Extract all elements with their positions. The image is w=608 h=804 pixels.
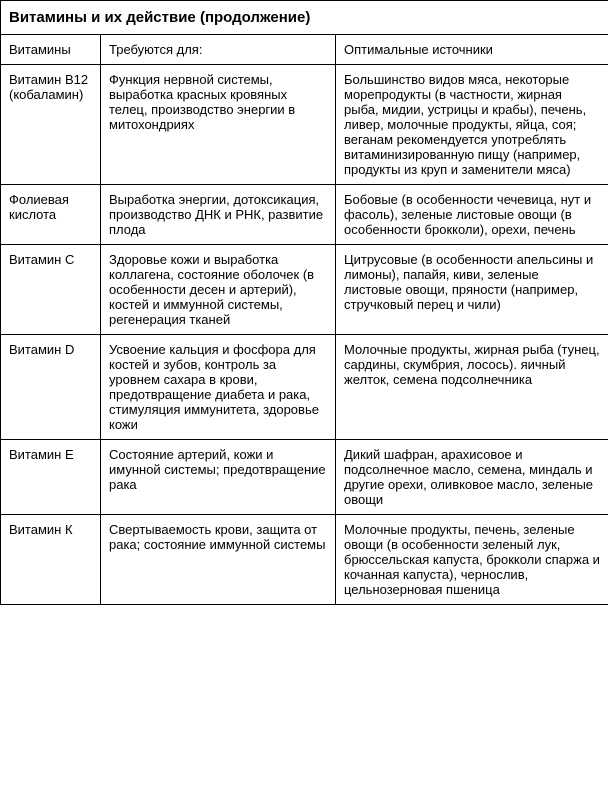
vitamin-name: Фолиевая кислота bbox=[1, 185, 101, 245]
vitamin-name: Витамин Е bbox=[1, 440, 101, 515]
vitamin-need: Состояние артерий, кожи и имунной систем… bbox=[101, 440, 336, 515]
table-row: Фолиевая кислота Выработка энергии, дото… bbox=[1, 185, 608, 245]
table-row: Витамин С Здоровье кожи и выработка колл… bbox=[1, 245, 608, 335]
vitamin-name: Витамин В12 (кобаламин) bbox=[1, 65, 101, 185]
vitamin-name: Витамин D bbox=[1, 335, 101, 440]
table-row: Витамин D Усвоение кальция и фосфора для… bbox=[1, 335, 608, 440]
table-title: Витамины и их действие (продолжение) bbox=[1, 1, 608, 35]
table-row: Витамин В12 (кобаламин) Функция нервной … bbox=[1, 65, 608, 185]
table-header-row: Витамины Требуются для: Оптимальные исто… bbox=[1, 35, 608, 65]
vitamin-source: Дикий шафран, арахисовое и подсолнечное … bbox=[336, 440, 608, 515]
vitamin-source: Молочные продукты, жирная рыба (тунец, с… bbox=[336, 335, 608, 440]
vitamin-source: Цитрусовые (в особенности апельсины и ли… bbox=[336, 245, 608, 335]
vitamin-need: Свертываемость крови, защита от рака; со… bbox=[101, 515, 336, 605]
col-header-source: Оптимальные источники bbox=[336, 35, 608, 65]
vitamin-need: Функция нервной системы, выработка красн… bbox=[101, 65, 336, 185]
vitamin-name: Витамин С bbox=[1, 245, 101, 335]
vitamin-need: Выработка энергии, дотоксикация, произво… bbox=[101, 185, 336, 245]
vitamin-need: Усвоение кальция и фосфора для костей и … bbox=[101, 335, 336, 440]
col-header-vitamin: Витамины bbox=[1, 35, 101, 65]
table-row: Витамин К Свертываемость крови, защита о… bbox=[1, 515, 608, 605]
vitamin-source: Большинство видов мяса, некоторые морепр… bbox=[336, 65, 608, 185]
vitamin-source: Молочные продукты, печень, зеленые овощи… bbox=[336, 515, 608, 605]
col-header-need: Требуются для: bbox=[101, 35, 336, 65]
vitamin-source: Бобовые (в особенности чечевица, нут и ф… bbox=[336, 185, 608, 245]
table-title-row: Витамины и их действие (продолжение) bbox=[1, 1, 608, 35]
vitamin-name: Витамин К bbox=[1, 515, 101, 605]
vitamin-need: Здоровье кожи и выработка коллагена, сос… bbox=[101, 245, 336, 335]
table-row: Витамин Е Состояние артерий, кожи и имун… bbox=[1, 440, 608, 515]
vitamins-table: Витамины и их действие (продолжение) Вит… bbox=[0, 0, 608, 605]
